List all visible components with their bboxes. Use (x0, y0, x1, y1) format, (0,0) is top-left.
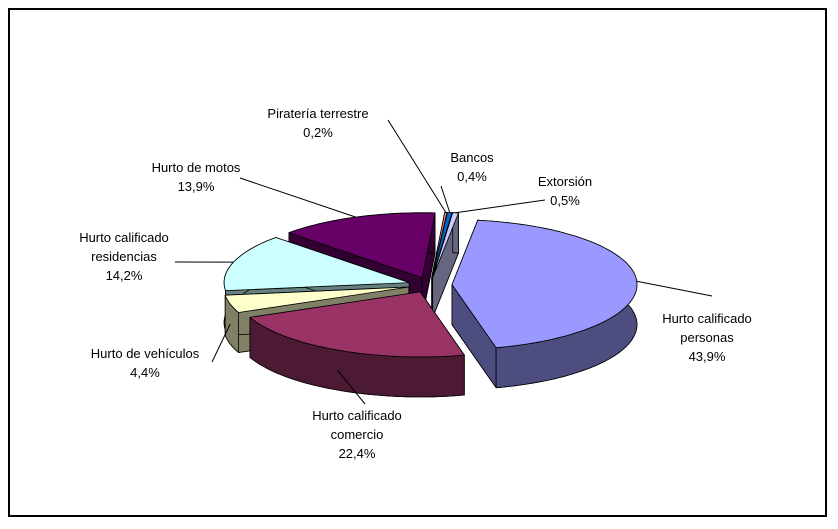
leader-line (211, 323, 231, 363)
category-label: Hurto calificado comercio (312, 408, 402, 442)
leader-line (636, 280, 713, 297)
slice (249, 291, 465, 358)
category-label: Hurto de vehículos (90, 346, 200, 361)
category-label: Bancos (450, 150, 494, 165)
data-label: Hurto calificado personas 43,9% (647, 309, 767, 366)
data-label: Hurto calificado comercio 22,4% (297, 406, 417, 463)
value-label: 0,2% (303, 125, 333, 140)
category-label: Hurto calificado personas (662, 311, 752, 345)
leader-line (337, 369, 366, 405)
value-label: 43,9% (688, 349, 726, 364)
leader-line (455, 199, 546, 214)
category-label: Hurto de motos (151, 160, 241, 175)
value-label: 22,4% (338, 446, 376, 461)
data-label: Hurto de vehículos 4,4% (75, 344, 215, 382)
leader-line (387, 119, 447, 213)
chart-frame (8, 8, 827, 517)
data-label: Bancos 0,4% (432, 148, 512, 186)
data-label: Hurto calificado residencias 14,2% (64, 228, 184, 285)
category-label: Piratería terrestre (267, 106, 369, 121)
slice (224, 286, 410, 313)
data-label: Hurto de motos 13,9% (136, 158, 256, 196)
value-label: 0,4% (457, 169, 487, 184)
leader-line (440, 185, 451, 213)
value-label: 14,2% (105, 268, 143, 283)
category-label: Extorsión (537, 174, 593, 189)
category-label: Hurto calificado residencias (79, 230, 169, 264)
data-label: Piratería terrestre 0,2% (248, 104, 388, 142)
value-label: 13,9% (177, 179, 215, 194)
leader-line (239, 177, 356, 218)
data-label: Extorsión 0,5% (520, 172, 610, 210)
value-label: 0,5% (550, 193, 580, 208)
value-label: 4,4% (130, 365, 160, 380)
